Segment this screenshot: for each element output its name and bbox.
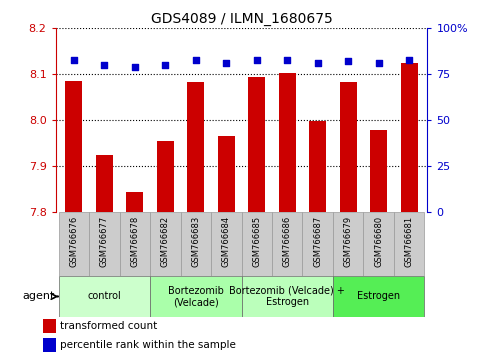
- Bar: [181, 212, 211, 276]
- Bar: [242, 276, 333, 317]
- Bar: [309, 121, 326, 212]
- Bar: [127, 192, 143, 212]
- Point: [161, 62, 169, 68]
- Bar: [248, 76, 265, 212]
- Text: GSM766687: GSM766687: [313, 216, 322, 267]
- Bar: [302, 212, 333, 276]
- Text: Bortezomib
(Velcade): Bortezomib (Velcade): [168, 286, 224, 307]
- Text: GSM766686: GSM766686: [283, 216, 292, 267]
- Point: [131, 64, 139, 70]
- Text: transformed count: transformed count: [60, 321, 157, 331]
- Bar: [370, 130, 387, 212]
- Bar: [89, 212, 120, 276]
- Text: GSM766680: GSM766680: [374, 216, 383, 267]
- Text: control: control: [87, 291, 121, 302]
- Text: GSM766683: GSM766683: [191, 216, 200, 267]
- Bar: [333, 276, 425, 317]
- Bar: [43, 338, 56, 352]
- Bar: [58, 212, 89, 276]
- Bar: [394, 212, 425, 276]
- Bar: [279, 73, 296, 212]
- Point: [405, 57, 413, 62]
- Bar: [120, 212, 150, 276]
- Point: [284, 57, 291, 62]
- Bar: [333, 212, 363, 276]
- Text: Bortezomib (Velcade) +
Estrogen: Bortezomib (Velcade) + Estrogen: [229, 286, 345, 307]
- Bar: [150, 212, 181, 276]
- Bar: [401, 63, 417, 212]
- Text: GSM766676: GSM766676: [70, 216, 78, 267]
- Text: agent: agent: [23, 291, 55, 302]
- Point: [100, 62, 108, 68]
- Bar: [58, 276, 150, 317]
- Bar: [187, 82, 204, 212]
- Bar: [340, 82, 356, 212]
- Bar: [150, 276, 242, 317]
- Text: GSM766682: GSM766682: [161, 216, 170, 267]
- Bar: [96, 155, 113, 212]
- Point: [192, 57, 199, 62]
- Title: GDS4089 / ILMN_1680675: GDS4089 / ILMN_1680675: [151, 12, 332, 26]
- Text: percentile rank within the sample: percentile rank within the sample: [60, 341, 236, 350]
- Point: [222, 61, 230, 66]
- Bar: [272, 212, 302, 276]
- Text: GSM766678: GSM766678: [130, 216, 139, 267]
- Text: Estrogen: Estrogen: [357, 291, 400, 302]
- Point: [253, 57, 261, 62]
- Text: GSM766681: GSM766681: [405, 216, 413, 267]
- Text: GSM766677: GSM766677: [100, 216, 109, 267]
- Bar: [211, 212, 242, 276]
- Text: GSM766679: GSM766679: [344, 216, 353, 267]
- Bar: [363, 212, 394, 276]
- Point: [70, 57, 78, 62]
- Point: [314, 61, 322, 66]
- Text: GSM766684: GSM766684: [222, 216, 231, 267]
- Bar: [66, 81, 82, 212]
- Bar: [218, 137, 235, 212]
- Text: GSM766685: GSM766685: [252, 216, 261, 267]
- Bar: [157, 141, 174, 212]
- Bar: [43, 319, 56, 333]
- Bar: [242, 212, 272, 276]
- Point: [375, 61, 383, 66]
- Point: [344, 59, 352, 64]
